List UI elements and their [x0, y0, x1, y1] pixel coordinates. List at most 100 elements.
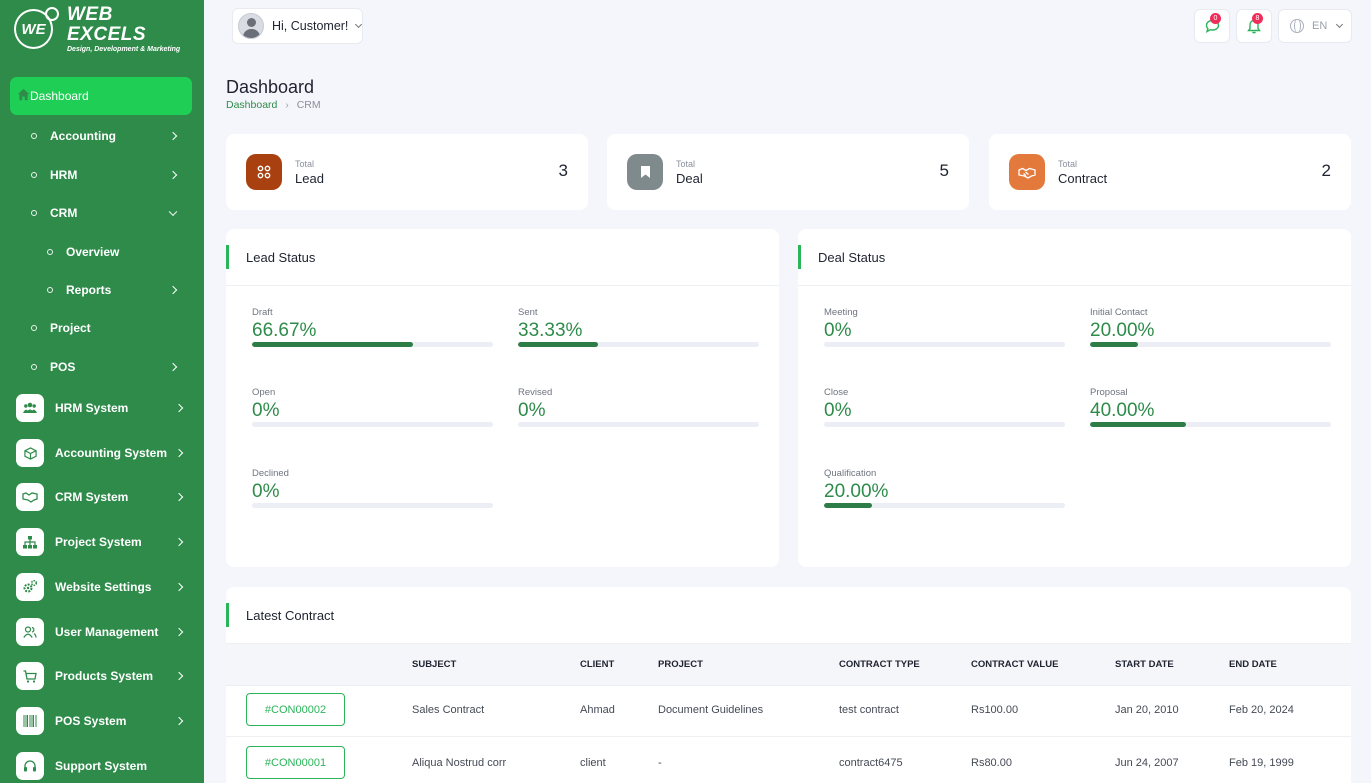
sidebar-item-label: HRM System	[55, 401, 129, 415]
sidebar-item-support-system[interactable]: Support System	[0, 748, 204, 783]
metric-label: Open	[252, 387, 276, 398]
bullet-icon	[31, 364, 37, 370]
chevron-right-icon	[168, 362, 178, 372]
chevron-right-icon	[174, 627, 184, 637]
lead-status-panel: Lead Status Draft 66.67% Sent 33.33% Ope…	[226, 229, 779, 567]
deal-metric-close: Close 0%	[824, 387, 1065, 427]
deal-status-panel: Deal Status Meeting 0% Initial Contact 2…	[798, 229, 1351, 567]
language-selector[interactable]: EN	[1278, 9, 1352, 43]
column-header-contract-value[interactable]: CONTRACT VALUE	[971, 659, 1059, 670]
page-title: Dashboard	[226, 77, 315, 97]
chevron-right-icon	[168, 285, 178, 295]
cell-end-date: Feb 19, 1999	[1229, 757, 1294, 769]
metric-value: 40.00%	[1090, 400, 1155, 421]
column-header-end-date[interactable]: END DATE	[1229, 659, 1277, 670]
bookmark-icon	[627, 154, 663, 190]
column-header-client[interactable]: CLIENT	[580, 659, 615, 670]
chevron-right-icon	[174, 448, 184, 458]
chevron-right-icon	[174, 671, 184, 681]
metric-label: Proposal	[1090, 387, 1128, 398]
chevron-right-icon	[174, 492, 184, 502]
lead-metric-draft: Draft 66.67%	[252, 307, 493, 347]
panel-title: Lead Status	[246, 249, 316, 265]
column-header-project[interactable]: PROJECT	[658, 659, 703, 670]
breadcrumb-dashboard[interactable]: Dashboard	[226, 99, 278, 111]
sidebar-subitem-crm[interactable]: CRM	[0, 198, 204, 228]
messages-button[interactable]: 0	[1194, 9, 1230, 43]
chevron-right-icon	[174, 403, 184, 413]
breadcrumb-separator-icon: ›	[285, 99, 289, 111]
sidebar-item-label: POS System	[55, 714, 127, 728]
sidebar-subitem-reports[interactable]: Reports	[0, 275, 204, 305]
brand-logo[interactable]: WE WEB EXCELS Design, Development & Mark…	[14, 4, 194, 53]
stat-value: 3	[558, 161, 568, 180]
metric-label: Qualification	[824, 468, 877, 479]
notifications-button[interactable]: 8	[1236, 9, 1272, 43]
sidebar-subitem-project[interactable]: Project	[0, 313, 204, 343]
panel-title: Latest Contract	[246, 607, 335, 623]
progress-track	[252, 342, 493, 347]
sidebar-item-products-system[interactable]: Products System	[0, 658, 204, 694]
headset-icon	[16, 752, 44, 780]
handshake-icon	[16, 483, 44, 511]
metric-value: 0%	[824, 320, 852, 341]
avatar	[238, 13, 264, 39]
sidebar-item-project-system[interactable]: Project System	[0, 524, 204, 560]
sidebar-subitem-hrm[interactable]: HRM	[0, 160, 204, 190]
panel-title: Deal Status	[818, 249, 886, 265]
sidebar-item-hrm-system[interactable]: HRM System	[0, 390, 204, 426]
language-label: EN	[1312, 20, 1328, 32]
sidebar-item-label: User Management	[55, 625, 159, 639]
sidebar-item-accounting-system[interactable]: Accounting System	[0, 435, 204, 471]
lead-metric-sent: Sent 33.33%	[518, 307, 759, 347]
chevron-right-icon	[168, 170, 178, 180]
table-row: #CON00002 Sales Contract Ahmad Document …	[226, 685, 1351, 737]
metric-value: 66.67%	[252, 320, 317, 341]
stat-name: Deal	[676, 170, 703, 186]
brand-title: WEB EXCELS	[67, 4, 147, 45]
sidebar-subitem-accounting[interactable]: Accounting	[0, 121, 204, 151]
column-header-subject[interactable]: SUBJECT	[412, 659, 457, 670]
contract-code-button[interactable]: #CON00002	[246, 693, 345, 726]
user-menu-button[interactable]: Hi, Customer!	[232, 8, 363, 44]
sidebar-item-crm-system[interactable]: CRM System	[0, 479, 204, 515]
progress-track	[518, 342, 759, 347]
contract-code-button[interactable]: #CON00001	[246, 746, 345, 779]
breadcrumb: Dashboard › CRM	[226, 99, 321, 111]
stat-name: Contract	[1058, 170, 1108, 186]
progress-fill	[1090, 422, 1187, 427]
cell-client: Ahmad	[580, 704, 615, 716]
sidebar-item-pos-system[interactable]: POS System	[0, 703, 204, 739]
latest-contract-panel: Latest Contract SUBJECT CLIENT PROJECT C…	[226, 587, 1351, 783]
globe-icon	[1290, 19, 1304, 33]
cell-subject: Sales Contract	[412, 704, 485, 716]
cell-contract-type: test contract	[839, 704, 899, 716]
lead-metric-open: Open 0%	[252, 387, 493, 427]
chat-icon	[1205, 19, 1219, 33]
column-header-start-date[interactable]: START DATE	[1115, 659, 1174, 670]
cart-icon	[16, 662, 44, 690]
sidebar-subitem-overview[interactable]: Overview	[0, 237, 204, 267]
sidebar-item-label: Project System	[55, 535, 142, 549]
chevron-down-icon	[168, 207, 178, 217]
progress-track	[824, 422, 1065, 427]
bullet-icon	[47, 249, 53, 255]
sidebar-item-label: CRM System	[55, 490, 129, 504]
sidebar-item-label: Support System	[55, 759, 148, 773]
sidebar-subitem-pos[interactable]: POS	[0, 352, 204, 382]
metric-label: Revised	[518, 387, 553, 398]
messages-badge: 0	[1210, 13, 1221, 24]
progress-track	[518, 422, 759, 427]
brand-tagline: Design, Development & Marketing	[67, 46, 181, 53]
column-header-contract-type[interactable]: CONTRACT TYPE	[839, 659, 920, 670]
metric-value: 0%	[824, 400, 852, 421]
user-greeting: Hi, Customer!	[272, 19, 349, 33]
breadcrumb-current: CRM	[296, 99, 321, 111]
metric-label: Close	[824, 387, 849, 398]
bullet-icon	[31, 133, 37, 139]
sidebar-item-dashboard[interactable]: Dashboard	[10, 77, 192, 115]
sidebar-item-website-settings[interactable]: Website Settings	[0, 569, 204, 605]
sidebar: WE WEB EXCELS Design, Development & Mark…	[0, 0, 204, 783]
metric-value: 20.00%	[1090, 320, 1155, 341]
sidebar-item-user-management[interactable]: User Management	[0, 614, 204, 650]
